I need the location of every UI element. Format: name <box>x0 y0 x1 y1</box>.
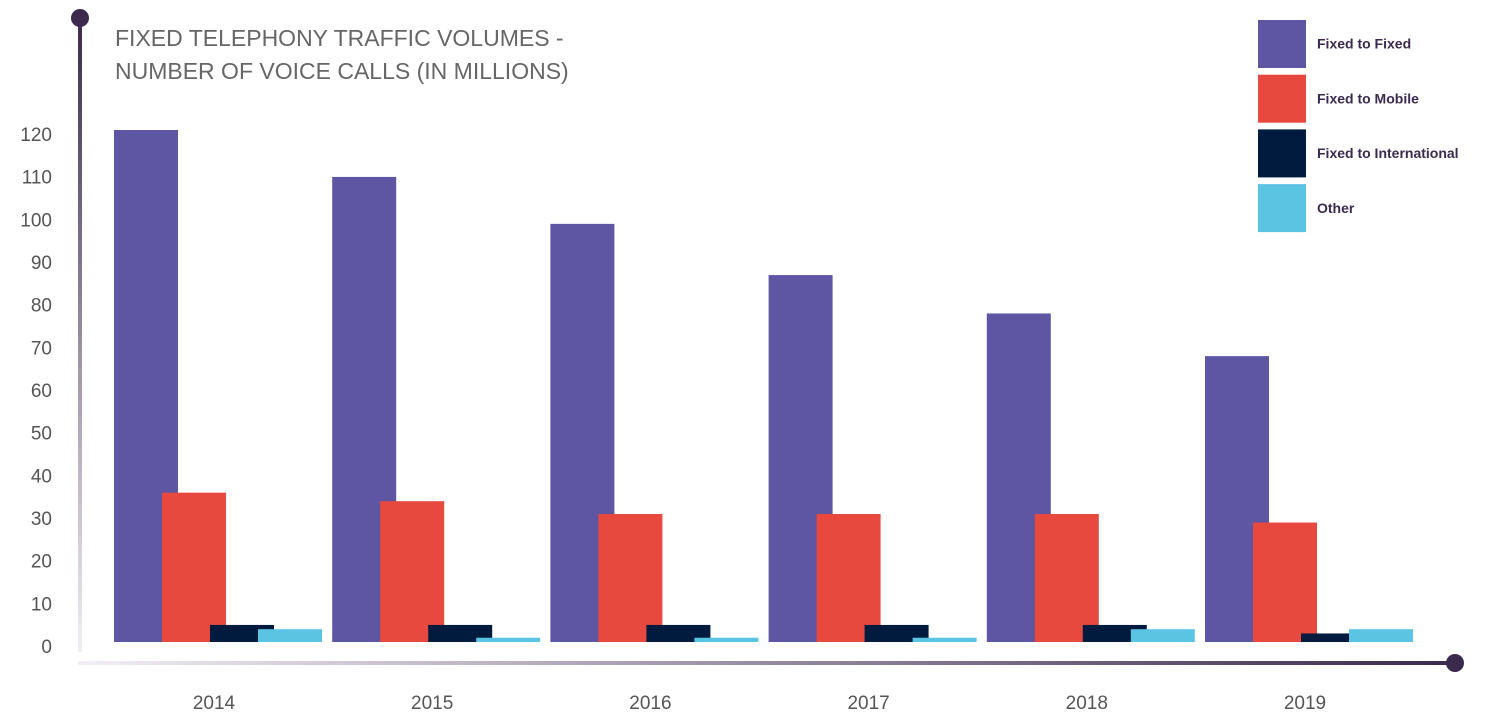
x-tick-label: 2017 <box>847 693 889 714</box>
bar <box>162 492 226 642</box>
bar <box>380 501 445 642</box>
bar <box>476 637 541 642</box>
y-tick-label: 110 <box>22 168 52 189</box>
y-tick-label: 100 <box>20 210 52 231</box>
chart-title: FIXED TELEPHONY TRAFFIC VOLUMES - <box>115 25 564 51</box>
x-tick-label: 2019 <box>1284 693 1326 714</box>
bar <box>1034 514 1099 642</box>
x-tick-label: 2015 <box>411 693 453 714</box>
x-tick-label: 2016 <box>629 693 671 714</box>
y-tick-label: 20 <box>31 552 52 573</box>
y-tick-label: 90 <box>31 253 52 274</box>
bar <box>1301 633 1365 642</box>
y-tick-label: 50 <box>31 424 52 445</box>
y-tick-label: 60 <box>31 381 52 402</box>
bar <box>1349 629 1413 642</box>
x-axis <box>78 661 1455 665</box>
legend-swatch <box>1258 20 1306 68</box>
legend-label: Fixed to Fixed <box>1317 36 1411 52</box>
bar <box>816 514 881 642</box>
legend-swatch <box>1258 184 1306 233</box>
bar <box>598 514 663 642</box>
bar <box>1130 629 1195 642</box>
axis-dot <box>1446 654 1464 672</box>
y-tick-label: 40 <box>31 466 52 487</box>
y-tick-label: 30 <box>31 509 52 530</box>
y-tick-label: 70 <box>31 338 52 359</box>
y-tick-label: 0 <box>41 637 52 658</box>
chart-title: NUMBER OF VOICE CALLS (IN MILLIONS) <box>115 58 569 84</box>
x-tick-label: 2014 <box>193 693 236 714</box>
legend-label: Other <box>1317 200 1355 216</box>
y-tick-label: 120 <box>20 125 52 146</box>
y-axis <box>78 18 82 652</box>
legend-label: Fixed to International <box>1317 145 1459 161</box>
y-tick-label: 10 <box>31 594 52 615</box>
axis-dot <box>71 9 89 27</box>
legend-swatch <box>1258 129 1306 178</box>
bar <box>912 637 977 642</box>
legend-swatch <box>1258 74 1306 123</box>
x-tick-label: 2018 <box>1066 693 1108 714</box>
y-tick-label: 80 <box>31 296 52 317</box>
bar <box>694 637 759 642</box>
legend-label: Fixed to Mobile <box>1317 90 1419 106</box>
bar <box>258 629 322 642</box>
bar <box>1253 522 1317 642</box>
